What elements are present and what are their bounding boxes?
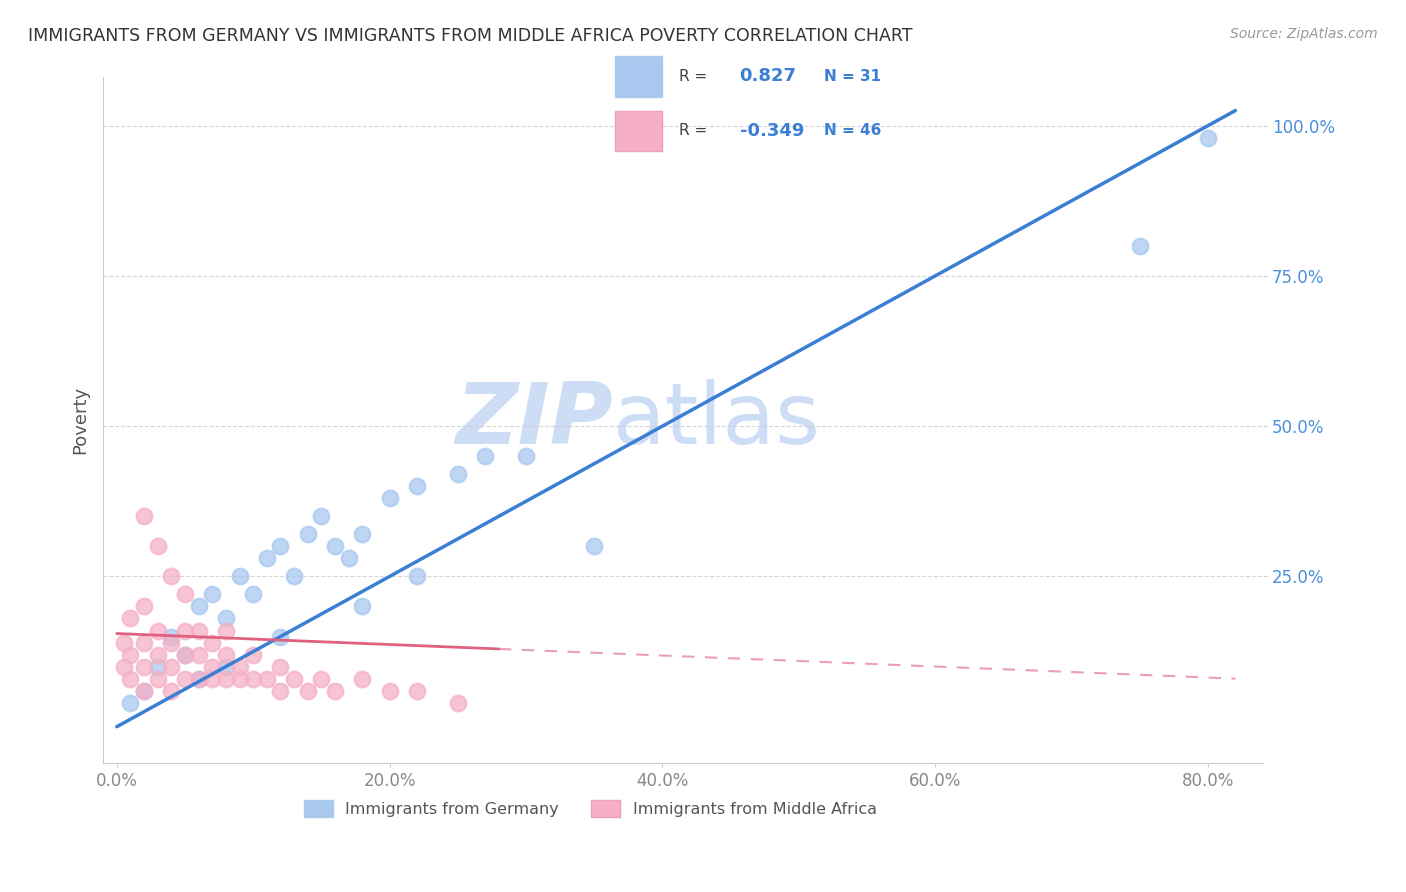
Point [187,672,209,686]
Text: Source: ZipAtlas.com: Source: ZipAtlas.com [1230,27,1378,41]
Point [323,683,346,698]
Point [256,551,278,566]
Point [132,659,155,673]
Point [311,672,333,686]
Point [269,683,291,698]
Point [146,624,169,638]
Point [242,672,264,686]
Point [187,599,209,614]
Point [297,683,319,698]
Point [242,587,264,601]
Point [112,659,135,673]
Point [132,509,155,524]
Point [187,624,209,638]
Text: 0.827: 0.827 [740,68,797,86]
Point [474,449,496,463]
Point [215,672,238,686]
Point [132,599,155,614]
Point [215,624,238,638]
Point [215,648,238,662]
Point [269,630,291,644]
Point [283,672,305,686]
Legend: Immigrants from Germany, Immigrants from Middle Africa: Immigrants from Germany, Immigrants from… [298,794,883,823]
Point [160,630,183,644]
Text: R =: R = [679,69,711,84]
Point [215,611,238,625]
Text: N = 31: N = 31 [824,69,882,84]
FancyBboxPatch shape [614,111,662,152]
FancyBboxPatch shape [614,56,662,97]
Point [160,569,183,583]
Point [160,635,183,649]
Point [120,672,142,686]
Point [378,491,401,506]
Y-axis label: Poverty: Poverty [72,386,89,454]
Point [447,467,470,482]
Point [112,635,135,649]
Point [120,696,142,710]
Point [447,696,470,710]
Point [201,672,224,686]
Point [187,672,209,686]
Point [337,551,360,566]
Text: IMMIGRANTS FROM GERMANY VS IMMIGRANTS FROM MIDDLE AFRICA POVERTY CORRELATION CHA: IMMIGRANTS FROM GERMANY VS IMMIGRANTS FR… [28,27,912,45]
Point [132,683,155,698]
Point [1129,239,1152,253]
Point [352,599,374,614]
Point [269,540,291,554]
Point [228,569,250,583]
Point [174,624,197,638]
Text: -0.349: -0.349 [740,122,804,140]
Point [583,540,606,554]
Point [242,648,264,662]
Point [352,672,374,686]
Text: ZIP: ZIP [456,378,613,462]
Point [406,683,429,698]
Point [311,509,333,524]
Text: R =: R = [679,123,711,138]
Point [174,648,197,662]
Point [283,569,305,583]
Point [160,683,183,698]
Point [146,659,169,673]
Point [146,672,169,686]
Point [201,659,224,673]
Point [201,635,224,649]
Point [323,540,346,554]
Point [146,540,169,554]
Point [120,648,142,662]
Point [187,648,209,662]
Point [515,449,537,463]
Point [297,527,319,541]
Point [132,635,155,649]
Point [406,569,429,583]
Point [378,683,401,698]
Point [406,479,429,493]
Point [228,672,250,686]
Point [146,648,169,662]
Point [174,648,197,662]
Text: atlas: atlas [613,378,821,462]
Text: N = 46: N = 46 [824,123,882,138]
Point [269,659,291,673]
Point [256,672,278,686]
Point [160,659,183,673]
Point [174,672,197,686]
Point [174,587,197,601]
Point [228,659,250,673]
Point [352,527,374,541]
Point [1197,130,1219,145]
Point [132,683,155,698]
Point [215,659,238,673]
Point [120,611,142,625]
Point [201,587,224,601]
